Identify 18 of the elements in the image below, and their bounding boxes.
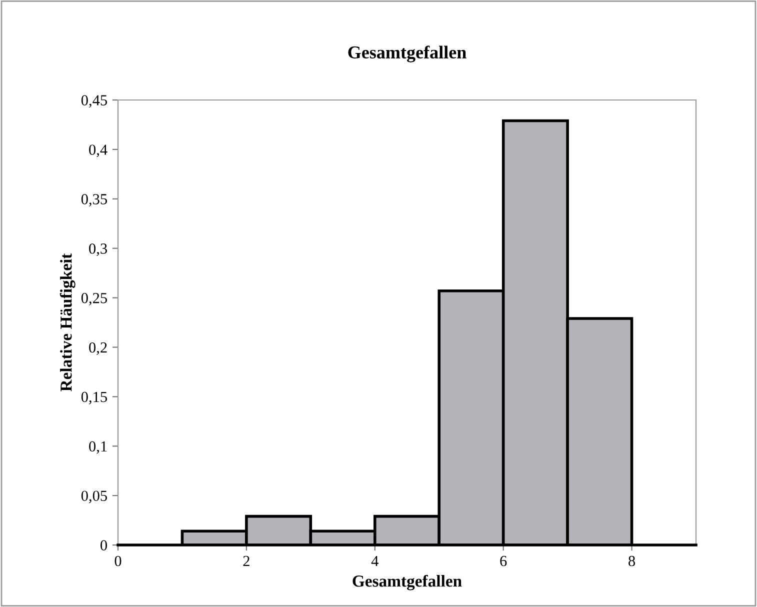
y-tick-label: 0,35	[81, 194, 107, 207]
x-tick-label: 2	[243, 556, 250, 566]
chart-title: Gesamtgefallen	[348, 46, 466, 62]
x-tick-label: 8	[628, 556, 636, 566]
y-tick-label: 0,25	[81, 292, 107, 306]
y-tick-label: 0,15	[81, 392, 107, 404]
x-axis-title: Gesamtgefallen	[352, 574, 462, 590]
x-tick-label: 6	[500, 556, 507, 566]
y-tick-label: 0,1	[89, 441, 107, 454]
y-tick-label: 0	[100, 540, 107, 550]
y-axis-title: Relative Häufigkeit	[60, 253, 76, 392]
y-tick-label: 0,4	[89, 144, 108, 158]
y-tick-label: 0,05	[81, 490, 107, 504]
y-tick-label: 0,45	[81, 95, 107, 108]
y-tick-label: 0,2	[89, 342, 107, 355]
x-tick-label: 0	[114, 556, 122, 566]
x-tick-label: 4	[371, 556, 378, 566]
y-tick-label: 0,3	[89, 243, 107, 256]
